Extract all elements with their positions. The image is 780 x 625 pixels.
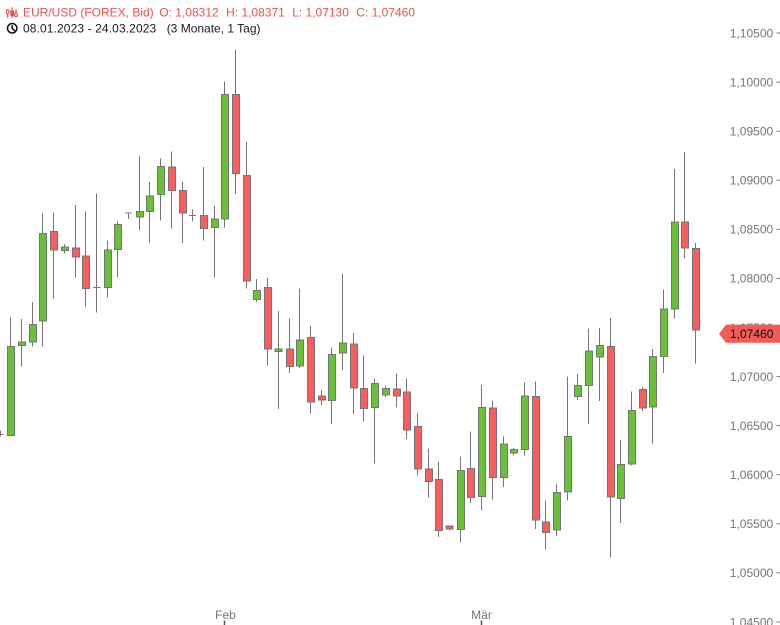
svg-text:1,08000: 1,08000 (730, 272, 774, 286)
svg-text:H: 1,08371: H: 1,08371 (226, 6, 285, 20)
svg-text:1,06000: 1,06000 (730, 468, 774, 482)
svg-text:1,09000: 1,09000 (730, 174, 774, 188)
svg-text:1,09500: 1,09500 (730, 125, 774, 139)
svg-text:C: 1,07460: C: 1,07460 (356, 6, 415, 20)
svg-text:O: 1,08312: O: 1,08312 (159, 6, 219, 20)
svg-text:1,05500: 1,05500 (730, 517, 774, 531)
svg-text:1,05000: 1,05000 (730, 566, 774, 580)
svg-text:L: 1,07130: L: 1,07130 (292, 6, 349, 20)
svg-text:1,10000: 1,10000 (730, 75, 774, 89)
svg-text:1,08500: 1,08500 (730, 223, 774, 237)
svg-text:EUR/USD (FOREX, Bid): EUR/USD (FOREX, Bid) (23, 6, 154, 20)
svg-text:Mär: Mär (471, 608, 492, 622)
svg-text:1,10500: 1,10500 (730, 26, 774, 40)
svg-text:1,07000: 1,07000 (730, 370, 774, 384)
svg-text:1,04500: 1,04500 (730, 615, 774, 625)
svg-text:Feb: Feb (215, 608, 236, 622)
svg-text:1,06500: 1,06500 (730, 419, 774, 433)
svg-text:08.01.2023 - 24.03.2023: 08.01.2023 - 24.03.2023 (23, 22, 157, 36)
svg-text:(3 Monate, 1 Tag): (3 Monate, 1 Tag) (167, 22, 261, 36)
svg-text:1,07460: 1,07460 (730, 327, 774, 341)
